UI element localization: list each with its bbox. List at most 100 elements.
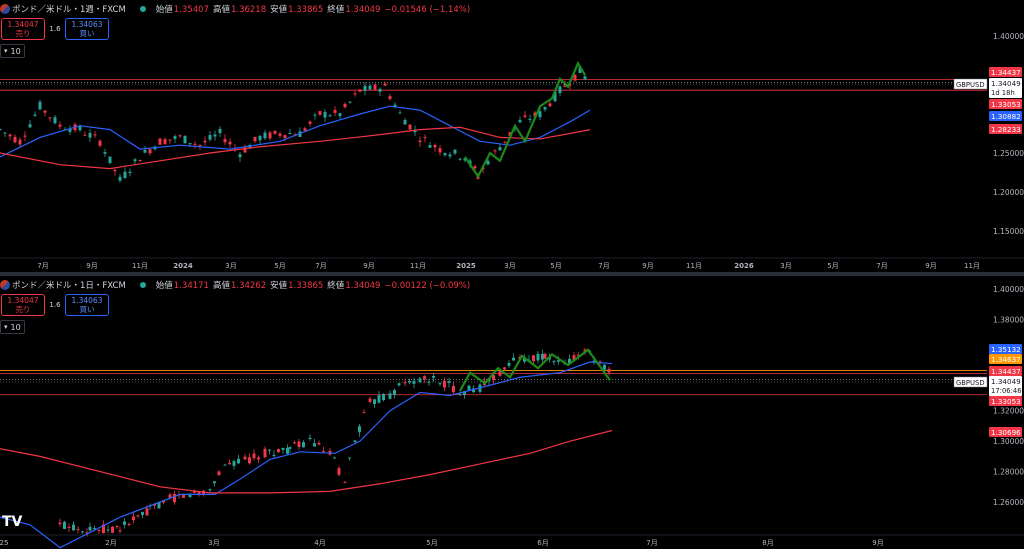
weekly-symbol-title[interactable]: ポンド／米ドル・1週・FXCM xyxy=(12,5,126,15)
daily-chart-canvas[interactable]: 1.40000 1.38000 1.32000 1.30000 1.28000 1.260… xyxy=(0,276,1024,549)
candle-body xyxy=(583,349,587,352)
candle-body xyxy=(198,144,202,146)
daily-chart-pane[interactable]: 1.40000 1.38000 1.32000 1.30000 1.28000 1.260… xyxy=(0,276,1024,549)
daily-symbol-title[interactable]: ポンド／米ドル・1日・FXCM xyxy=(12,281,126,291)
chevron-down-icon: ▾ xyxy=(4,47,8,55)
candle-body xyxy=(93,134,97,136)
candle-body xyxy=(363,85,367,91)
candle-body xyxy=(286,447,289,454)
candle-body xyxy=(438,148,442,153)
candle-body xyxy=(498,371,502,376)
ohlc-label: 安値 xyxy=(270,281,288,291)
last-price-text: 1.34049 xyxy=(991,79,1021,88)
candle-body xyxy=(76,528,80,530)
candle-body xyxy=(438,383,442,385)
weekly-buy-price: 1.34063 xyxy=(71,20,103,29)
candle-body xyxy=(393,104,397,108)
candle-body xyxy=(543,353,547,359)
candle-body xyxy=(188,143,192,145)
candle-body xyxy=(313,114,317,116)
weekly-ohlc: 始値1.35407 高値1.36218 安値1.33865 終値1.34049 −0.0… xyxy=(156,3,474,15)
candle-body xyxy=(322,450,325,452)
tradingview-logo-icon[interactable]: TV xyxy=(2,514,23,530)
candle-body xyxy=(368,85,372,90)
last-price-tag xyxy=(989,376,1022,396)
candle-body xyxy=(213,481,216,484)
weekly-sell-label: 売り xyxy=(15,29,31,38)
candle-body xyxy=(118,530,122,532)
candle-body xyxy=(18,139,22,145)
candle-body xyxy=(528,118,532,120)
candle-body xyxy=(133,159,137,162)
ohlc-label: 高値 xyxy=(212,5,230,15)
weekly-chart-pane[interactable]: 1.40000 1.25000 1.20000 1.15000 7月 9月 11月 2024 3… xyxy=(0,0,1024,272)
daily-sell-button[interactable]: 1.34047 売り xyxy=(1,294,45,316)
candle-body xyxy=(408,124,412,130)
pane-divider[interactable] xyxy=(0,272,1024,276)
candle-body xyxy=(81,531,84,533)
candle-body xyxy=(113,169,117,172)
price-tag xyxy=(989,111,1022,121)
candle-body xyxy=(508,132,512,136)
candle-body xyxy=(97,529,101,531)
candle-body xyxy=(248,457,251,464)
candle-body xyxy=(317,442,321,445)
price-axis-label: 1.20000 xyxy=(993,188,1024,197)
candle-body xyxy=(238,154,242,158)
daily-buy-button[interactable]: 1.34063 買い xyxy=(65,294,109,316)
candle-body xyxy=(403,119,407,125)
candle-body xyxy=(273,130,277,134)
ma-slow-line xyxy=(0,429,613,494)
price-tag xyxy=(989,67,1022,77)
price-axis-label: 1.25000 xyxy=(993,149,1024,158)
candle-body xyxy=(552,361,556,363)
symbol-tag-text: GBPUSD xyxy=(956,379,985,387)
candle-body xyxy=(183,135,187,144)
symbol-tag xyxy=(953,376,988,388)
candle-body xyxy=(132,516,135,521)
price-tag-text: 1.30882 xyxy=(991,112,1021,121)
candle-body xyxy=(268,132,272,139)
candle-body xyxy=(193,143,197,145)
candle-body xyxy=(263,448,267,458)
candle-body xyxy=(568,358,571,364)
candle-body xyxy=(337,468,341,475)
ohlc-label: 始値 xyxy=(155,281,173,291)
candle-body xyxy=(348,457,351,459)
candle-body xyxy=(243,147,247,153)
candle-body xyxy=(592,360,596,363)
candle-body xyxy=(23,135,27,137)
candle-body xyxy=(573,74,577,81)
weekly-sell-button[interactable]: 1.34047 売り xyxy=(1,18,45,40)
candle-body xyxy=(48,117,52,119)
candle-body xyxy=(278,133,282,136)
candle-body xyxy=(178,135,182,137)
candle-body xyxy=(443,153,447,156)
candle-body xyxy=(572,355,576,361)
weekly-trade-buttons: 1.34047 売り 1.6 1.34063 買い xyxy=(0,18,109,40)
weekly-buy-button[interactable]: 1.34063 買い xyxy=(65,18,109,40)
time-axis-label: 5月 xyxy=(827,262,838,270)
candle-body xyxy=(297,441,301,447)
daily-indicators-toggle[interactable]: ▾ 10 xyxy=(0,320,25,334)
time-axis-label: 11月 xyxy=(686,262,702,270)
candle-body xyxy=(541,353,544,360)
bar-countdown: 1d 18h xyxy=(991,89,1015,97)
candle-body xyxy=(263,132,267,139)
candle-body xyxy=(258,135,262,141)
price-axis-label: 1.28000 xyxy=(993,468,1024,477)
candle-body xyxy=(138,160,142,162)
weekly-chart-canvas[interactable]: 1.40000 1.25000 1.20000 1.15000 7月 9月 11月 2024 3… xyxy=(0,0,1024,272)
candle-body xyxy=(548,103,552,107)
weekly-indicators-toggle[interactable]: ▾ 10 xyxy=(0,44,25,58)
candle-body xyxy=(403,382,407,384)
candle-body xyxy=(158,138,162,145)
candle-body xyxy=(532,355,535,362)
daily-spread: 1.6 xyxy=(49,301,61,309)
candle-body xyxy=(68,128,72,132)
candle-body xyxy=(603,364,606,370)
candle-body xyxy=(208,489,212,491)
candle-body xyxy=(83,134,87,136)
candle-body xyxy=(173,494,176,503)
candle-body xyxy=(67,526,71,528)
